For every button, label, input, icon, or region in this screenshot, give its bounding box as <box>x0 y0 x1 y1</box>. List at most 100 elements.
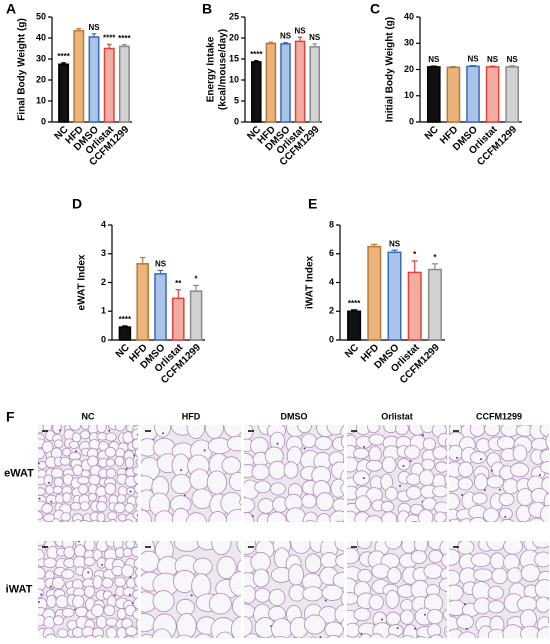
adipocyte <box>532 541 549 549</box>
nucleus <box>129 490 132 493</box>
adipocyte <box>38 570 39 574</box>
adipocyte <box>208 592 232 615</box>
adipocyte <box>96 501 108 512</box>
y-tick-label: 0 <box>234 116 239 126</box>
cells <box>447 409 549 530</box>
adipocyte <box>72 519 83 522</box>
adipocyte <box>33 641 45 644</box>
adipocyte <box>122 547 133 558</box>
adipocyte <box>38 487 46 496</box>
error-bar <box>350 309 358 312</box>
adipocyte <box>366 522 381 535</box>
adipocyte <box>43 557 57 569</box>
adipocyte <box>384 527 397 539</box>
adipocyte <box>332 571 344 589</box>
adipocyte <box>46 520 54 522</box>
adipocyte <box>133 597 138 610</box>
adipocyte <box>457 541 475 555</box>
adipocyte <box>380 500 395 513</box>
nucleus <box>465 628 468 631</box>
adipocyte <box>107 511 118 521</box>
adipocyte <box>110 425 112 426</box>
adipocyte <box>444 472 447 486</box>
adipocyte <box>23 539 35 548</box>
adipocyte <box>28 522 39 533</box>
adipocyte <box>135 495 138 507</box>
adipocyte <box>70 502 82 511</box>
adipocyte <box>122 406 140 421</box>
adipocyte <box>133 473 138 485</box>
adipocyte <box>447 409 461 424</box>
nucleus <box>251 515 254 518</box>
adipocyte <box>353 607 371 622</box>
adipocyte <box>403 624 418 638</box>
adipocyte <box>343 456 344 465</box>
adipocyte <box>239 403 255 419</box>
adipocyte <box>69 425 82 431</box>
adipocyte <box>28 495 37 504</box>
adipocyte <box>399 609 415 625</box>
adipocyte <box>204 425 224 439</box>
error-bar <box>283 42 288 44</box>
adipocyte <box>340 618 344 630</box>
nucleus <box>40 593 43 596</box>
adipocyte <box>152 590 175 613</box>
adipocyte <box>92 575 103 589</box>
nucleus <box>362 477 365 480</box>
nucleus <box>414 627 417 630</box>
error-bar <box>469 64 477 67</box>
nucleus <box>483 488 486 491</box>
y-tick-label: 20 <box>36 74 46 84</box>
adipocyte <box>540 505 549 522</box>
adipocyte <box>498 492 515 507</box>
adipocyte <box>445 527 457 541</box>
adipocyte <box>294 525 309 539</box>
bar <box>103 47 115 123</box>
adipocyte <box>368 433 386 446</box>
adipocyte <box>225 509 241 522</box>
adipocyte <box>170 474 192 495</box>
nucleus <box>345 467 347 469</box>
adipocyte <box>397 458 411 471</box>
error-bar <box>193 284 199 292</box>
nucleus <box>396 627 399 630</box>
adipocyte <box>154 510 174 522</box>
bar <box>251 61 262 123</box>
nucleus <box>47 481 50 484</box>
adipocyte <box>342 404 358 419</box>
adipocyte <box>528 517 545 522</box>
nucleus <box>68 529 70 531</box>
adipocyte <box>441 553 447 568</box>
adipocyte <box>215 425 225 426</box>
adipocyte <box>326 425 344 436</box>
adipocyte <box>449 523 464 539</box>
adipocyte <box>381 511 398 522</box>
nucleus <box>276 442 279 445</box>
adipocyte <box>75 606 89 618</box>
adipocyte <box>469 451 487 464</box>
adipocyte <box>55 595 70 609</box>
significance-label: NS <box>155 260 167 269</box>
significance-label: **** <box>103 33 116 42</box>
bar <box>466 65 480 123</box>
adipocyte <box>343 637 344 638</box>
bar <box>387 251 402 341</box>
adipocyte <box>72 595 85 609</box>
nucleus <box>488 639 490 641</box>
error-bar <box>106 43 112 49</box>
adipocyte <box>303 614 326 635</box>
adipocyte <box>424 523 437 539</box>
adipocyte <box>257 498 275 514</box>
adipocyte <box>113 502 126 514</box>
significance-label: NS <box>88 23 100 32</box>
adipocyte <box>244 512 255 522</box>
adipocyte <box>136 414 146 422</box>
adipocyte <box>385 589 400 609</box>
y-tick-label: 10 <box>229 74 239 84</box>
nucleus <box>447 528 449 530</box>
nucleus <box>421 434 424 437</box>
significance-label: **** <box>348 299 361 308</box>
y-tick-label: 40 <box>404 11 414 21</box>
adipocyte <box>121 564 134 578</box>
adipocyte <box>229 524 243 540</box>
